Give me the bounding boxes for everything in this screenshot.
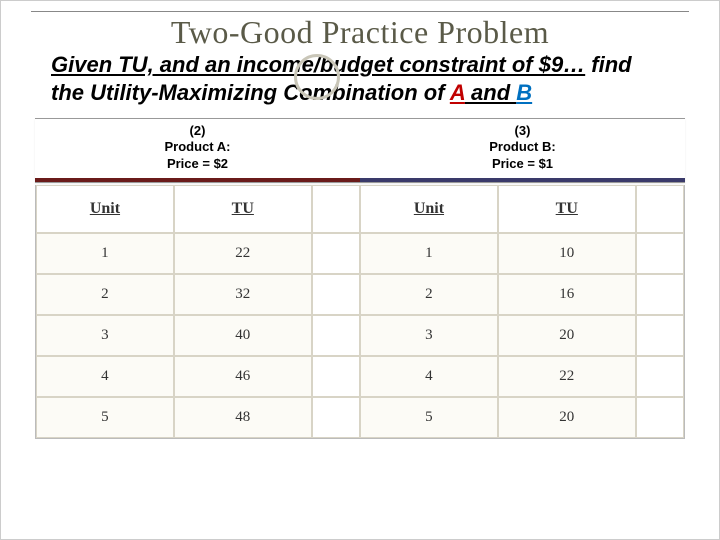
- col-head-unit: Unit: [36, 185, 174, 233]
- cell-spacer: [312, 315, 360, 356]
- grid-right: UnitTU110216320422520: [360, 185, 684, 438]
- cell-unit: 1: [36, 233, 174, 274]
- cell-tu: 40: [174, 315, 312, 356]
- header-b-line2: Product B:: [489, 139, 555, 154]
- cell-tu: 20: [498, 315, 636, 356]
- cell-unit: 5: [360, 397, 498, 438]
- col-head-unit: Unit: [360, 185, 498, 233]
- cell-tu: 22: [174, 233, 312, 274]
- header-a-line2: Product A:: [165, 139, 231, 154]
- data-grid: UnitTU122232340446548 UnitTU110216320422…: [35, 185, 685, 439]
- cell-tu: 46: [174, 356, 312, 397]
- cell-unit: 4: [36, 356, 174, 397]
- header-b-line3: Price = $1: [492, 156, 553, 171]
- top-rule: [31, 11, 689, 12]
- col-spacer: [312, 185, 360, 233]
- cell-unit: 3: [36, 315, 174, 356]
- cell-unit: 3: [360, 315, 498, 356]
- col-spacer: [636, 185, 684, 233]
- cell-spacer: [636, 315, 684, 356]
- cell-spacer: [636, 397, 684, 438]
- cell-tu: 16: [498, 274, 636, 315]
- cell-tu: 22: [498, 356, 636, 397]
- header-product-b: (3) Product B: Price = $1: [360, 119, 685, 182]
- slide-title: Two-Good Practice Problem: [31, 14, 689, 51]
- grid-left: UnitTU122232340446548: [36, 185, 360, 438]
- cell-spacer: [636, 356, 684, 397]
- header-a-line3: Price = $2: [167, 156, 228, 171]
- title-wrap: Two-Good Practice Problem Given TU, and …: [31, 14, 689, 114]
- cell-tu: 10: [498, 233, 636, 274]
- cell-spacer: [312, 356, 360, 397]
- slide: Two-Good Practice Problem Given TU, and …: [0, 0, 720, 540]
- header-a-line1: (2): [190, 123, 206, 138]
- cell-spacer: [636, 274, 684, 315]
- subtitle-b: B: [516, 80, 532, 105]
- cell-spacer: [312, 397, 360, 438]
- slide-subtitle: Given TU, and an income/budget constrain…: [31, 51, 689, 114]
- cell-tu: 20: [498, 397, 636, 438]
- cell-unit: 2: [36, 274, 174, 315]
- cell-tu: 48: [174, 397, 312, 438]
- cell-unit: 1: [360, 233, 498, 274]
- cell-unit: 4: [360, 356, 498, 397]
- table-header-row: (2) Product A: Price = $2 (3) Product B:…: [35, 118, 685, 183]
- cell-unit: 5: [36, 397, 174, 438]
- cell-spacer: [312, 274, 360, 315]
- subtitle-a: A: [450, 80, 465, 105]
- cell-tu: 32: [174, 274, 312, 315]
- header-product-a: (2) Product A: Price = $2: [35, 119, 360, 182]
- cell-spacer: [312, 233, 360, 274]
- cell-spacer: [636, 233, 684, 274]
- subtitle-and: and: [465, 80, 516, 105]
- col-head-tu: TU: [174, 185, 312, 233]
- decorative-circle: [294, 54, 340, 100]
- col-head-tu: TU: [498, 185, 636, 233]
- table-area: (2) Product A: Price = $2 (3) Product B:…: [31, 118, 689, 439]
- header-b-line1: (3): [515, 123, 531, 138]
- cell-unit: 2: [360, 274, 498, 315]
